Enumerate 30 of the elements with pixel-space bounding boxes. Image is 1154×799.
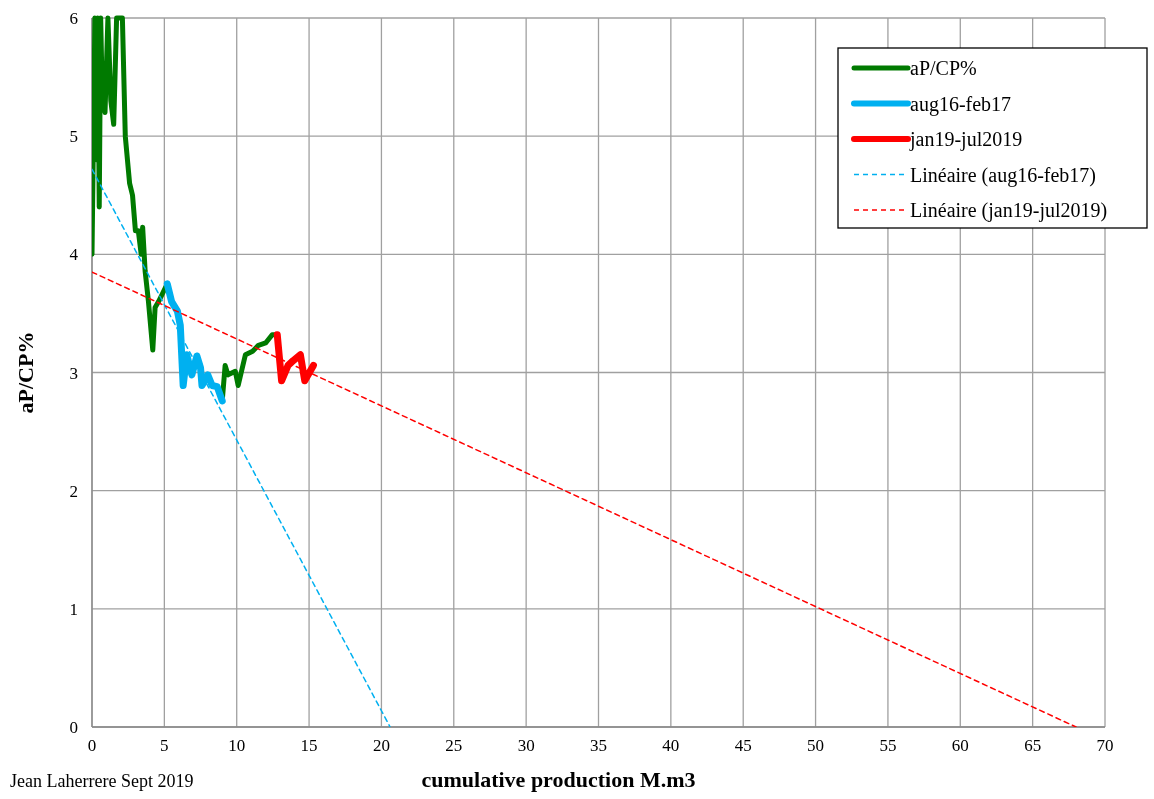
y-tick-label: 6	[69, 9, 78, 28]
x-tick-label: 15	[300, 736, 318, 755]
legend-label: aP/CP%	[910, 57, 977, 79]
x-tick-label: 10	[228, 736, 246, 755]
x-tick-label: 30	[517, 736, 535, 755]
y-tick-label: 4	[69, 245, 79, 265]
x-tick-label: 70	[1096, 736, 1114, 755]
x-tick-label: 55	[879, 736, 897, 755]
y-tick-label: 3	[69, 363, 78, 383]
x-tick-label: 5	[160, 736, 169, 755]
y-axis-title: aP/CP%	[13, 331, 38, 414]
text: Jean Laherrere Sept 2019	[10, 771, 194, 791]
legend-label: aug16-feb17	[910, 92, 1012, 116]
y-tick-label: 1	[69, 599, 78, 619]
x-tick-label: 40	[662, 736, 680, 755]
y-tick-label: 0	[69, 718, 78, 737]
x-tick-label: 45	[734, 736, 752, 755]
legend-label: Linéaire (aug16-feb17)	[910, 163, 1097, 187]
x-tick-label: 0	[87, 736, 97, 755]
legend-label: jan19-jul2019	[909, 128, 1023, 151]
x-tick-label: 20	[372, 736, 390, 755]
x-tick-label: 25	[445, 736, 463, 755]
legend-label: Linéaire (jan19-jul2019)	[910, 199, 1108, 222]
x-axis-title: cumulative production M.m3	[421, 767, 696, 792]
y-tick-label: 2	[69, 481, 78, 501]
x-tick-label: 50	[807, 736, 825, 755]
x-tick-label: 60	[951, 736, 969, 755]
x-tick-label: 35	[590, 736, 607, 755]
x-tick-label: 65	[1024, 736, 1042, 755]
y-tick-label: 5	[69, 127, 78, 147]
